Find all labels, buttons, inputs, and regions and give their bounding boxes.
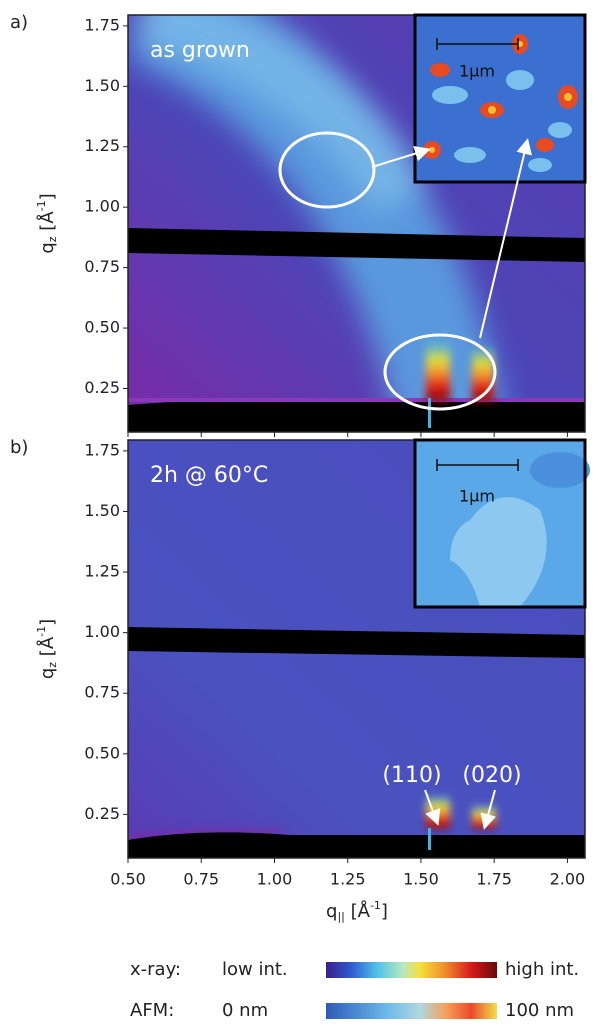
y-axis-label-part: ] xyxy=(37,619,58,626)
y-axis-label-part: [Å xyxy=(36,211,58,237)
y-tick-label: 0.25 xyxy=(84,804,120,823)
y-tick-label: 1.50 xyxy=(84,501,120,520)
y-tick-label: 0.50 xyxy=(84,743,120,762)
y-tick-label: 1.50 xyxy=(84,76,120,95)
x-axis-label-part: ] xyxy=(381,901,388,922)
y-tick-label: 1.75 xyxy=(84,440,120,459)
panel-label: b) xyxy=(10,437,28,458)
peak-label: (110) xyxy=(382,763,441,788)
y-tick-label: 1.25 xyxy=(84,562,120,581)
x-axis-label-part: [Å xyxy=(345,900,371,922)
legend-high: 100 nm xyxy=(505,1000,574,1021)
x-tick-label: 2.00 xyxy=(550,870,586,889)
y-tick-label: 1.00 xyxy=(84,197,120,216)
annotation: 2h @ 60°C xyxy=(150,463,268,488)
y-axis-label-part: z xyxy=(46,662,59,668)
legend-low: 0 nm xyxy=(222,1000,268,1021)
peak-arrows xyxy=(424,789,496,830)
y-axis-label-part: -1 xyxy=(35,200,48,211)
y-tick-label: 1.75 xyxy=(84,15,120,34)
xray-colorbar xyxy=(326,962,497,978)
x-tick-label: 1.75 xyxy=(476,870,512,889)
legend-name: x-ray: xyxy=(130,959,181,980)
inset-scale: 1µm xyxy=(459,62,495,81)
frame-b xyxy=(127,439,586,859)
y-tick-label: 0.75 xyxy=(84,683,120,702)
y-tick-label: 0.75 xyxy=(84,257,120,276)
y-axis-label-part: q xyxy=(37,668,58,679)
y-axis-label-part: q xyxy=(37,242,58,253)
y-tick-label: 0.50 xyxy=(84,318,120,337)
x-tick-label: 1.25 xyxy=(330,870,366,889)
frame-a xyxy=(127,14,586,433)
x-tick-label: 0.50 xyxy=(110,870,146,889)
x-axis-label-part: -1 xyxy=(370,899,381,912)
legend-name: AFM: xyxy=(130,1000,174,1021)
peak-label: (020) xyxy=(462,763,521,788)
y-tick-label: 0.25 xyxy=(84,378,120,397)
x-axis-label: q|| [Å-1] xyxy=(326,899,388,923)
inset-b xyxy=(413,438,590,609)
inset-scale: 1µm xyxy=(459,487,495,506)
y-axis-label-part: -1 xyxy=(35,626,48,637)
x-axis-label-part: || xyxy=(337,910,344,923)
legend-high: high int. xyxy=(505,959,579,980)
inset-a xyxy=(413,13,587,184)
y-axis-label: qz [Å-1] xyxy=(35,193,59,253)
y-tick-label: 1.25 xyxy=(84,136,120,155)
annotation: as grown xyxy=(150,38,250,63)
x-tick-label: 1.50 xyxy=(403,870,439,889)
afm-colorbar xyxy=(326,1003,497,1019)
x-tick-label: 0.75 xyxy=(183,870,219,889)
y-axis-label: qz [Å-1] xyxy=(35,619,59,679)
legend-low: low int. xyxy=(222,959,288,980)
panel-label: a) xyxy=(10,12,28,33)
y-axis-label-part: z xyxy=(46,236,59,242)
y-axis-label-part: [Å xyxy=(36,636,58,662)
y-tick-label: 1.00 xyxy=(84,622,120,641)
highlights-a xyxy=(278,131,532,411)
y-axis-label-part: ] xyxy=(37,193,58,200)
x-axis-label-part: q xyxy=(326,901,337,922)
x-tick-label: 1.00 xyxy=(257,870,293,889)
